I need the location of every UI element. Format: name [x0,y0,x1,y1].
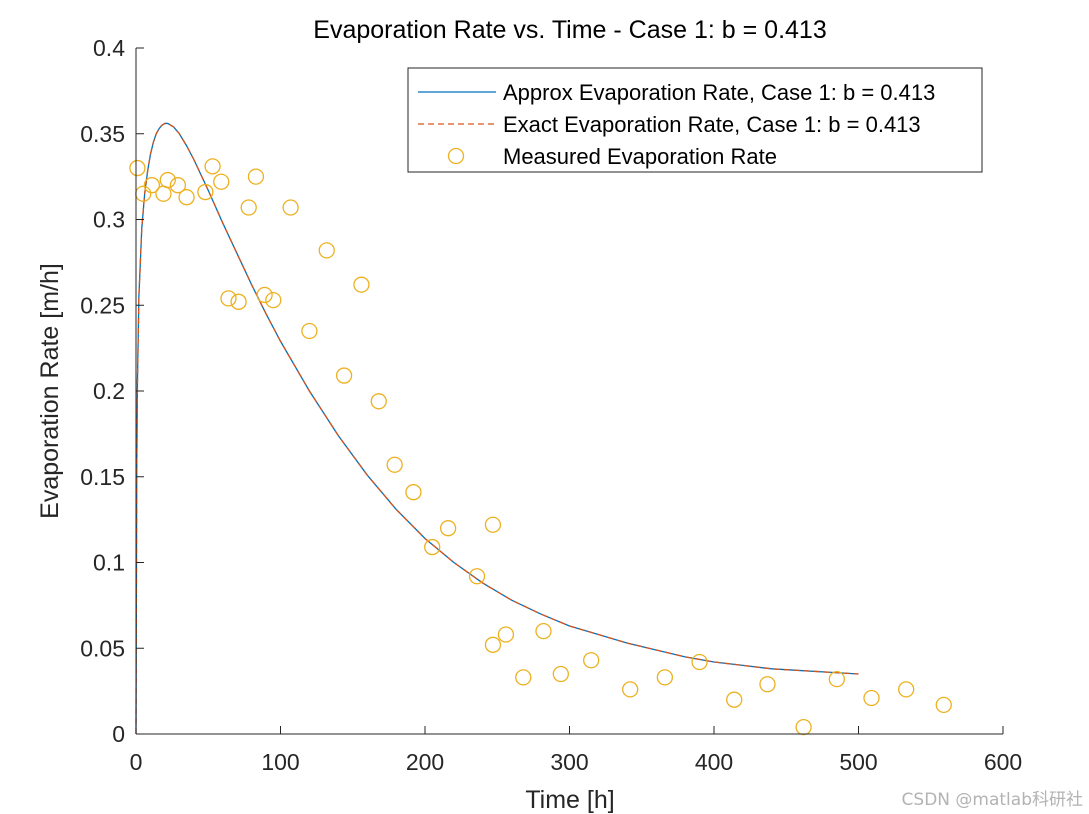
measured-point [468,568,486,585]
measured-point [265,291,282,309]
measured-point [240,199,257,216]
measured-point [484,636,502,653]
measured-point [935,696,952,713]
measured-point [583,652,600,669]
measured-point [759,676,776,693]
y-tick-label: 0.35 [80,121,125,147]
legend: Approx Evaporation Rate, Case 1: b = 0.4… [407,67,983,173]
y-tick-label: 0.4 [93,35,125,61]
y-tick-label: 0.3 [93,207,125,233]
measured-point [143,177,161,194]
measured-point [204,158,221,175]
y-tick-label: 0.05 [80,635,125,661]
x-tick-label: 300 [550,749,588,775]
legend-label-exact-evaporation: Exact Evaporation Rate, Case 1: b = 0.41… [503,112,921,137]
legend-label-approx-evaporation: Approx Evaporation Rate, Case 1: b = 0.4… [503,80,935,105]
measured-point [129,159,146,177]
measured-point [405,484,422,501]
measured-point [318,242,335,259]
measured-point [178,189,195,206]
measured-point [301,322,318,340]
measured-point [169,177,187,194]
chart-title: Evaporation Rate vs. Time - Case 1: b = … [313,16,826,44]
measured-point [247,168,265,185]
y-tick-label: 0.2 [93,378,125,404]
x-axis-label: Time [h] [525,786,614,814]
legend-label-measured-evaporation: Measured Evaporation Rate [503,144,777,169]
measured-point [213,173,230,190]
measured-point [795,718,812,736]
measured-point [656,669,674,686]
measured-point [691,653,708,671]
measured-point [484,516,502,533]
measured-point [497,626,515,643]
y-tick-label: 0.1 [93,550,125,576]
measured-point [335,367,353,384]
y-tick-label: 0 [112,721,125,747]
measured-point [439,520,457,537]
plot-area: 0 100 200 300 400 500 600 0 0.05 0.1 0.15 0.2 0.25 0.… [80,35,1022,775]
measured-point [515,669,532,686]
measured-point [622,681,639,698]
measured-point [256,286,273,304]
axes-layer: 0 100 200 300 400 500 600 0 0.05 0.1 0.15 0.2 0.25 0.… [80,35,1022,775]
measured-point [898,681,915,698]
measured-point [552,665,569,683]
legend-marker-measured [447,147,465,165]
measured-point [220,290,237,307]
x-tick-label: 400 [695,749,733,775]
series-layer [129,122,952,736]
measured-point [424,538,441,556]
y-tick-label: 0.15 [80,464,125,490]
measured-point [863,689,880,707]
measured-point [386,456,403,473]
measured-point [159,171,176,189]
measured-point [726,691,743,708]
x-tick-label: 500 [839,749,877,775]
exact-series-line [135,122,859,735]
measured-point [353,276,370,293]
x-tick-label: 100 [261,749,299,775]
x-tick-label: 600 [984,749,1022,775]
x-tick-label: 0 [130,749,143,775]
legend-box [407,67,983,173]
x-tick-label: 200 [406,749,444,775]
measured-point [370,393,387,410]
watermark-text: CSDN @matlab科研社 [901,790,1083,810]
measured-point [197,183,214,201]
measured-point [282,199,299,216]
y-axis-label: Evaporation Rate [m/h] [36,263,64,519]
measured-point [230,293,247,310]
measured-point [535,622,552,640]
measured-point [828,670,845,688]
y-tick-label: 0.25 [80,292,125,318]
